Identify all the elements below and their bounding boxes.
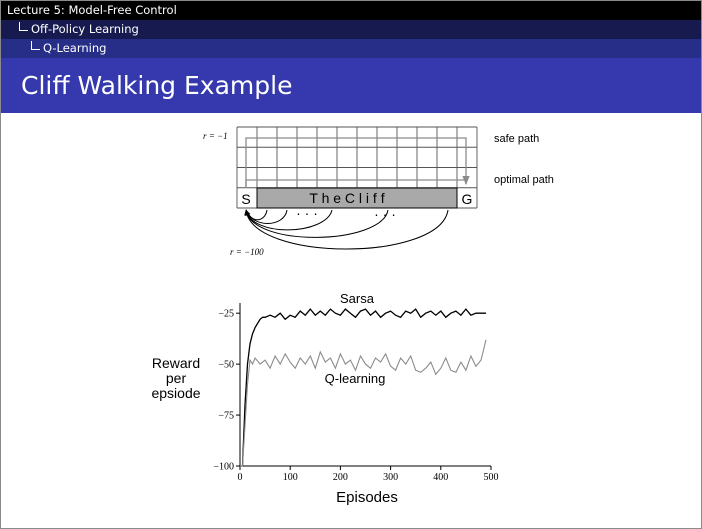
- breadcrumb-section[interactable]: Off-Policy Learning: [1, 20, 701, 39]
- optimal-path-arrow: [245, 175, 470, 188]
- x-tick-label: 300: [383, 472, 398, 483]
- step-reward-label: r = −1: [203, 131, 228, 141]
- tree-branch-icon: [19, 22, 28, 31]
- y-tick-label: −75: [218, 411, 234, 422]
- sarsa-series-label: Sarsa: [340, 291, 375, 306]
- y-tick-label: −25: [218, 309, 234, 320]
- safe-path-arrow: [245, 137, 470, 188]
- breadcrumb-subsection[interactable]: Q-Learning: [1, 39, 701, 58]
- x-axis-label: Episodes: [336, 489, 398, 506]
- breadcrumb-lecture[interactable]: Lecture 5: Model-Free Control: [1, 1, 701, 20]
- ellipsis-dots-left: · · ·: [296, 205, 318, 221]
- cliff-reward-label: r = −100: [230, 247, 264, 257]
- goal-cell-label: G: [462, 191, 473, 207]
- cliff-label: T h e C l i f f: [309, 190, 384, 206]
- x-tick-label: 100: [283, 472, 298, 483]
- y-tick-label: −50: [218, 360, 234, 371]
- optimal-path-label: optimal path: [494, 174, 554, 186]
- y-axis-label-line1: Reward: [152, 355, 200, 371]
- slide-title: Cliff Walking Example: [21, 71, 293, 100]
- y-tick-label: −100: [213, 462, 234, 473]
- y-axis-label-line3: epsiode: [151, 385, 200, 401]
- safe-path-label: safe path: [494, 133, 539, 145]
- x-tick-label: 400: [433, 472, 448, 483]
- sarsa-series-line: [240, 308, 486, 467]
- q-learning-series-line: [240, 339, 487, 467]
- x-tick-label: 0: [238, 472, 243, 483]
- y-axis-label-line2: per: [166, 370, 187, 386]
- cliff-return-arcs: [244, 209, 449, 250]
- start-cell-label: S: [241, 191, 250, 207]
- ellipsis-dots-right: · · ·: [374, 206, 396, 222]
- q-learning-series-label: Q-learning: [325, 371, 386, 386]
- x-tick-label: 200: [333, 472, 348, 483]
- cliff-region: [256, 187, 458, 209]
- title-bar: Cliff Walking Example: [1, 58, 701, 113]
- x-tick-label: 500: [484, 472, 499, 483]
- tree-branch-icon: [31, 41, 40, 50]
